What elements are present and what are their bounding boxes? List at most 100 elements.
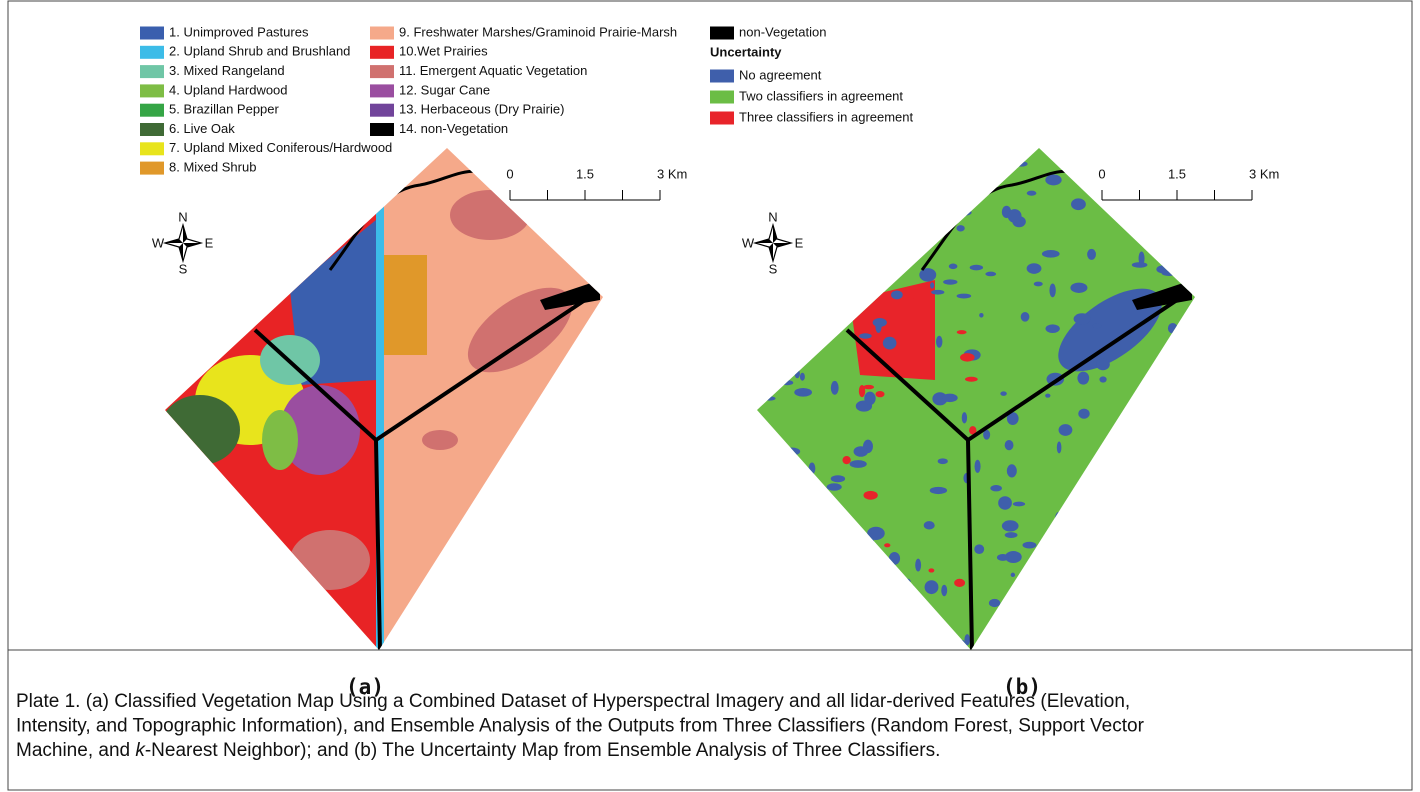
speckle <box>947 190 956 196</box>
speckle <box>863 385 874 389</box>
speckle <box>1078 409 1089 419</box>
speckle <box>990 485 1002 491</box>
speckle <box>789 296 802 310</box>
compass-n: N <box>178 209 187 224</box>
speckle <box>1173 240 1183 250</box>
speckle <box>1105 548 1117 562</box>
legend-label: 9. Freshwater Marshes/Graminoid Prairie-… <box>399 24 677 39</box>
speckle <box>925 580 939 594</box>
speckle <box>909 294 915 300</box>
scale-label: 1.5 <box>1168 166 1186 181</box>
figure: 1. Unimproved Pastures2. Upland Shrub an… <box>0 0 1420 792</box>
legend-label: 6. Live Oak <box>169 121 235 136</box>
speckle <box>875 170 886 176</box>
speckle <box>873 318 887 327</box>
speckle <box>1087 249 1096 260</box>
speckle <box>1070 283 1087 293</box>
speckle <box>781 458 789 471</box>
speckle <box>1110 455 1122 460</box>
speckle <box>808 204 823 216</box>
speckle <box>807 308 822 318</box>
speckle <box>1167 631 1173 639</box>
speckle <box>1080 519 1087 524</box>
speckle <box>1141 550 1156 556</box>
legend-swatch <box>370 27 394 40</box>
speckle <box>974 544 984 554</box>
speckle <box>1049 283 1055 297</box>
speckle <box>764 396 776 400</box>
speckle <box>955 209 972 216</box>
speckle <box>828 210 843 214</box>
speckle <box>847 639 864 646</box>
speckle <box>1164 189 1177 201</box>
speckle <box>1085 157 1094 167</box>
speckle <box>859 333 872 338</box>
legend-label: 8. Mixed Shrub <box>169 160 256 175</box>
speckle <box>856 619 870 629</box>
speckle <box>1066 581 1075 592</box>
speckle <box>902 155 918 164</box>
speckle <box>831 381 839 395</box>
speckle <box>789 560 799 565</box>
speckle <box>1059 424 1073 436</box>
speckle <box>826 237 836 249</box>
speckle <box>1015 161 1028 166</box>
speckle <box>1042 250 1060 258</box>
speckle <box>824 193 833 202</box>
speckle <box>1074 313 1091 324</box>
speckle <box>962 412 967 423</box>
speckle <box>755 327 765 332</box>
speckle <box>853 223 857 230</box>
speckle <box>972 184 988 194</box>
speckle <box>809 463 816 475</box>
speckle <box>814 260 819 264</box>
speckle <box>884 543 890 547</box>
speckle <box>757 356 764 361</box>
speckle <box>990 639 1003 651</box>
speckle <box>750 191 768 205</box>
speckle <box>1155 155 1163 165</box>
speckle <box>1011 573 1015 577</box>
speckle <box>915 559 921 572</box>
speckle <box>795 369 800 378</box>
speckle <box>907 584 915 596</box>
speckle <box>930 282 934 288</box>
speckle <box>965 377 978 382</box>
scale-label: 0 <box>506 166 513 181</box>
legend-swatch <box>710 91 734 104</box>
speckle <box>1078 489 1084 502</box>
speckle <box>804 593 815 606</box>
speckle <box>1152 443 1162 455</box>
speckle <box>1021 312 1030 322</box>
speckle <box>1188 203 1199 211</box>
speckle <box>1007 464 1017 477</box>
speckle <box>1096 359 1110 371</box>
legend-label: 14. non-Vegetation <box>399 121 508 136</box>
speckle <box>801 225 808 232</box>
speckle <box>856 149 869 155</box>
speckle <box>839 612 849 621</box>
speckle <box>831 565 845 574</box>
speckle <box>979 313 983 318</box>
legend-label: No agreement <box>739 67 822 82</box>
speckle <box>759 270 768 275</box>
speckle <box>1123 221 1134 226</box>
legend-swatch <box>370 65 394 78</box>
speckle <box>903 578 911 584</box>
speckle <box>1163 477 1168 481</box>
speckle <box>831 475 845 482</box>
speckle <box>1143 507 1148 515</box>
speckle <box>1045 324 1059 333</box>
legend-swatch <box>710 112 734 125</box>
speckle <box>959 640 965 651</box>
speckle <box>1000 391 1006 396</box>
speckle <box>873 238 881 242</box>
speckle <box>1118 629 1125 639</box>
speckle <box>903 200 909 205</box>
compass-n: N <box>768 209 777 224</box>
speckle <box>852 197 859 205</box>
speckle <box>957 294 972 299</box>
speckle <box>1099 376 1106 382</box>
legend-swatch <box>140 104 164 117</box>
speckle <box>1079 582 1092 586</box>
